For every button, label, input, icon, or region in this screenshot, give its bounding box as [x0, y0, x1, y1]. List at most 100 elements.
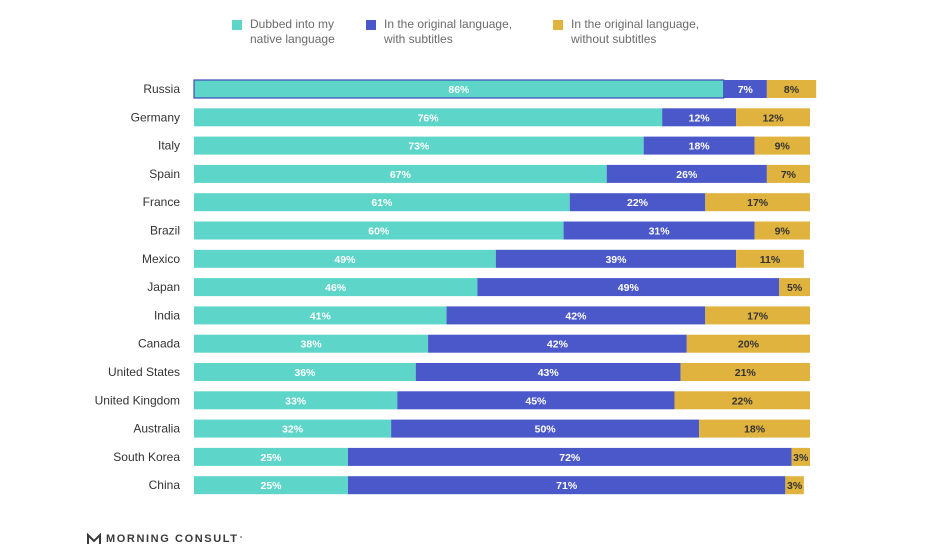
legend-item-dubbed: Dubbed into my native language [232, 17, 360, 47]
category-label-china: China [149, 478, 181, 492]
value-label-subtitles-germany: 12% [689, 112, 711, 124]
category-label-australia: Australia [133, 422, 180, 436]
category-label-mexico: Mexico [142, 252, 180, 266]
bar-nosubs-italy [754, 136, 810, 155]
legend-label-nosubs-line2: without subtitles [571, 32, 657, 46]
category-label-brazil: Brazil [150, 224, 180, 238]
value-label-dubbed-australia: 32% [282, 424, 304, 436]
morning-consult-logo-icon [87, 533, 101, 544]
value-label-nosubs-australia: 18% [744, 424, 766, 436]
category-label-india: India [154, 308, 180, 322]
legend-label-dubbed-line1: Dubbed into my [250, 17, 335, 31]
value-label-dubbed-united-states: 36% [294, 367, 316, 379]
value-label-subtitles-italy: 18% [689, 141, 711, 153]
value-label-subtitles-canada: 42% [547, 339, 569, 351]
value-label-nosubs-india: 17% [747, 310, 769, 322]
bar-dubbed-india [194, 306, 447, 325]
value-label-subtitles-mexico: 39% [605, 254, 627, 266]
value-label-dubbed-spain: 67% [390, 169, 412, 181]
bar-dubbed-mexico [194, 249, 496, 268]
value-label-nosubs-south-korea: 3% [793, 452, 809, 464]
legend-label-dubbed: Dubbed into my native language [250, 17, 360, 47]
value-label-subtitles-brazil: 31% [649, 226, 671, 238]
bar-nosubs-germany [736, 108, 810, 127]
value-label-subtitles-france: 22% [627, 197, 649, 209]
brand-trademark: ° [239, 535, 243, 543]
value-label-subtitles-china: 71% [556, 480, 578, 492]
value-label-nosubs-russia: 8% [784, 84, 800, 96]
category-label-germany: Germany [131, 110, 180, 124]
legend-label-subtitles-line2: with subtitles [384, 32, 453, 46]
legend-label-nosubs: In the original language, without subtit… [571, 17, 736, 47]
legend-label-dubbed-line2: native language [250, 32, 335, 46]
bar-nosubs-mexico [736, 249, 804, 268]
value-label-subtitles-united-states: 43% [538, 367, 560, 379]
bar-dubbed-spain [194, 164, 607, 183]
value-label-nosubs-united-kingdom: 22% [732, 395, 754, 407]
bar-subtitles-italy [643, 136, 755, 155]
bar-nosubs-russia [766, 80, 817, 98]
value-label-subtitles-india: 42% [565, 310, 587, 322]
value-label-nosubs-mexico: 11% [760, 254, 781, 266]
bar-subtitles-united-kingdom [397, 391, 675, 410]
value-label-dubbed-canada: 38% [301, 339, 323, 351]
value-label-dubbed-south-korea: 25% [260, 452, 282, 464]
value-label-nosubs-france: 17% [747, 197, 769, 209]
value-label-dubbed-india: 41% [310, 310, 332, 322]
bar-subtitles-russia [723, 80, 767, 98]
value-label-dubbed-japan: 46% [325, 282, 347, 294]
bar-subtitles-brazil [563, 221, 755, 240]
value-label-nosubs-spain: 7% [781, 169, 797, 181]
value-label-subtitles-spain: 26% [676, 169, 698, 181]
value-label-nosubs-germany: 12% [763, 112, 785, 124]
value-label-dubbed-brazil: 60% [368, 226, 390, 238]
bar-nosubs-south-korea [791, 447, 810, 466]
bar-dubbed-south-korea [194, 447, 348, 466]
bar-subtitles-mexico [495, 249, 737, 268]
category-label-france: France [143, 195, 181, 209]
value-label-subtitles-australia: 50% [535, 424, 557, 436]
bar-dubbed-australia [194, 419, 392, 438]
bar-subtitles-japan [477, 278, 780, 297]
legend-label-subtitles-line1: In the original language, [384, 17, 513, 31]
bar-nosubs-japan [779, 278, 810, 297]
category-label-south-korea: South Korea [113, 450, 180, 464]
bar-nosubs-china [785, 476, 804, 495]
bar-dubbed-germany [194, 108, 663, 127]
category-label-canada: Canada [138, 337, 180, 351]
bar-dubbed-united-states [194, 363, 416, 381]
bar-nosubs-india [705, 306, 810, 325]
bar-subtitles-india [446, 306, 706, 325]
bar-subtitles-france [569, 193, 706, 212]
bar-nosubs-united-kingdom [674, 391, 810, 410]
bar-nosubs-australia [699, 419, 810, 438]
bar-dubbed-france [194, 193, 570, 212]
value-label-dubbed-russia: 86% [448, 84, 470, 96]
value-label-subtitles-united-kingdom: 45% [525, 395, 547, 407]
brand-logo: MORNING CONSULT ° [87, 533, 242, 545]
category-label-united-kingdom: United Kingdom [95, 393, 180, 407]
value-label-nosubs-japan: 5% [787, 282, 803, 294]
bar-nosubs-united-states [680, 363, 810, 381]
legend-swatch-subtitles [366, 20, 376, 30]
legend-label-nosubs-line1: In the original language, [571, 17, 700, 31]
value-label-nosubs-italy: 9% [775, 141, 791, 153]
legend-label-subtitles: In the original language, with subtitles [384, 17, 549, 47]
bar-nosubs-brazil [754, 221, 810, 240]
value-label-nosubs-canada: 20% [738, 339, 760, 351]
bar-subtitles-china [348, 476, 786, 495]
bar-dubbed-united-kingdom [194, 391, 398, 410]
bar-nosubs-france [705, 193, 810, 212]
value-label-dubbed-italy: 73% [408, 141, 430, 153]
category-label-russia: Russia [143, 82, 180, 96]
legend-item-subtitles: In the original language, with subtitles [366, 17, 549, 47]
value-label-nosubs-brazil: 9% [775, 226, 791, 238]
bar-dubbed-china [194, 476, 348, 495]
value-label-subtitles-japan: 49% [618, 282, 640, 294]
bar-subtitles-australia [391, 419, 700, 438]
legend-swatch-dubbed [232, 20, 242, 30]
bar-subtitles-spain [606, 164, 767, 183]
value-label-subtitles-russia: 7% [738, 84, 754, 96]
category-label-united-states: United States [108, 365, 180, 379]
